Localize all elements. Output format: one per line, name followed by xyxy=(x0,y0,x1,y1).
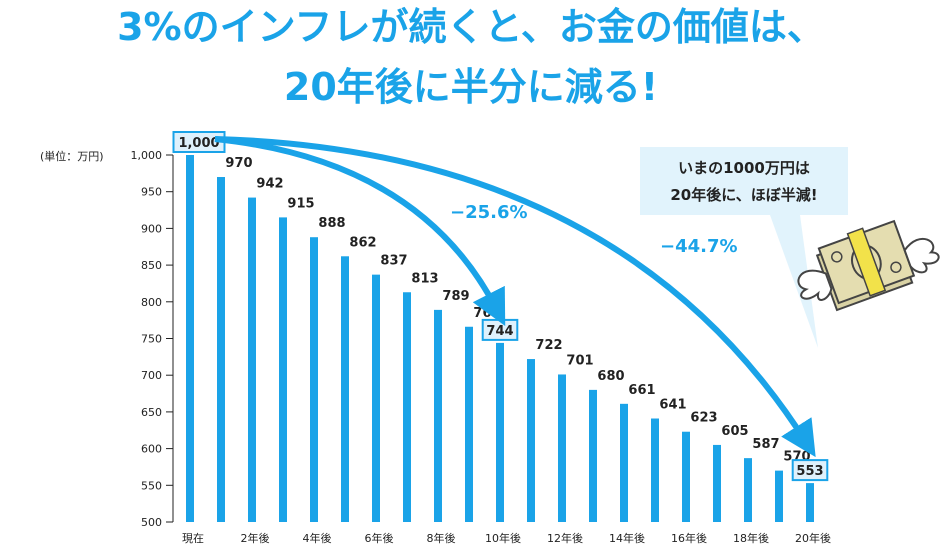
value-label: 744 xyxy=(486,324,513,339)
bubble-line-2: 20年後に、ほぼ半減! xyxy=(670,186,817,204)
x-tick-label: 現在 xyxy=(182,532,204,545)
arrow-20-years xyxy=(214,136,816,458)
x-tick-label: 16年後 xyxy=(671,531,707,545)
bar xyxy=(527,359,535,522)
bar xyxy=(434,309,442,522)
bar xyxy=(558,374,566,522)
bar xyxy=(372,274,380,522)
value-label: 605 xyxy=(721,424,748,439)
y-axis: 500 550 600 650 700 750 800 850 900 950 1,000 xyxy=(131,149,174,529)
x-tick-label: 6年後 xyxy=(365,531,394,545)
y-tick-label: 700 xyxy=(141,369,162,382)
annotation-10yr-percent: −25.6% xyxy=(450,202,528,223)
value-label: 1,000 xyxy=(178,136,219,151)
bar xyxy=(713,444,721,522)
flying-money-icon xyxy=(797,219,940,312)
title-line-1: 3%のインフレが続くと、お金の価値は、 xyxy=(117,5,825,49)
speech-bubble-tail xyxy=(770,215,818,348)
bar xyxy=(651,418,659,522)
x-axis-labels: 現在 2年後 4年後 6年後 8年後 10年後 12年後 14年後 16年後 18年後 20年後 xyxy=(182,531,831,545)
bar xyxy=(403,292,411,522)
y-tick-label: 500 xyxy=(141,516,162,529)
bar xyxy=(310,237,318,522)
bar xyxy=(465,326,473,522)
bubble-line-1: いまの1000万円は xyxy=(678,159,810,177)
x-tick-label: 8年後 xyxy=(427,531,456,545)
y-tick-label: 550 xyxy=(141,479,162,492)
value-label: 623 xyxy=(690,411,717,426)
value-label: 813 xyxy=(411,271,438,286)
bar xyxy=(620,403,628,522)
x-tick-label: 20年後 xyxy=(795,531,831,545)
value-label: 701 xyxy=(566,353,593,368)
value-label: 587 xyxy=(752,437,779,452)
value-label: 722 xyxy=(535,338,562,353)
y-tick-label: 850 xyxy=(141,259,162,272)
x-tick-label: 18年後 xyxy=(733,531,769,545)
x-tick-label: 12年後 xyxy=(547,531,583,545)
value-label: 915 xyxy=(287,196,314,211)
annotation-20yr-percent: −44.7% xyxy=(660,236,738,257)
bar xyxy=(775,470,783,522)
y-tick-label: 800 xyxy=(141,296,162,309)
y-tick-label: 1,000 xyxy=(131,149,163,162)
x-tick-label: 10年後 xyxy=(485,531,521,545)
arrow-10-years xyxy=(214,136,506,327)
x-tick-label: 2年後 xyxy=(241,531,270,545)
title-line-2: 20年後に半分に減る! xyxy=(284,65,658,109)
y-tick-label: 600 xyxy=(141,443,162,456)
y-tick-label: 900 xyxy=(141,222,162,235)
bar xyxy=(589,389,597,522)
bar xyxy=(682,431,690,522)
bar xyxy=(806,483,814,522)
bar xyxy=(217,177,225,522)
value-label: 641 xyxy=(659,398,686,413)
value-label: 680 xyxy=(597,369,624,384)
speech-bubble-box xyxy=(640,147,848,215)
bar xyxy=(279,217,287,522)
value-label: 553 xyxy=(796,464,823,479)
value-label: 837 xyxy=(380,254,407,269)
bar xyxy=(248,197,256,522)
y-tick-label: 650 xyxy=(141,406,162,419)
bars xyxy=(186,155,814,522)
x-tick-label: 14年後 xyxy=(609,531,645,545)
y-tick-label: 950 xyxy=(141,186,162,199)
value-label-box xyxy=(791,459,829,482)
value-label: 789 xyxy=(442,289,469,304)
value-label: 970 xyxy=(225,156,252,171)
value-label: 888 xyxy=(318,216,345,231)
speech-bubble: いまの1000万円は 20年後に、ほぼ半減! xyxy=(640,147,848,348)
bar xyxy=(744,458,752,522)
value-label: 862 xyxy=(349,235,376,250)
bar xyxy=(496,342,504,522)
bar xyxy=(341,256,349,522)
value-label: 661 xyxy=(628,383,655,398)
value-label: 942 xyxy=(256,177,283,192)
unit-label: (単位：万円) xyxy=(40,149,104,163)
bar xyxy=(186,155,194,522)
x-tick-label: 4年後 xyxy=(303,531,332,545)
y-tick-label: 750 xyxy=(141,333,162,346)
